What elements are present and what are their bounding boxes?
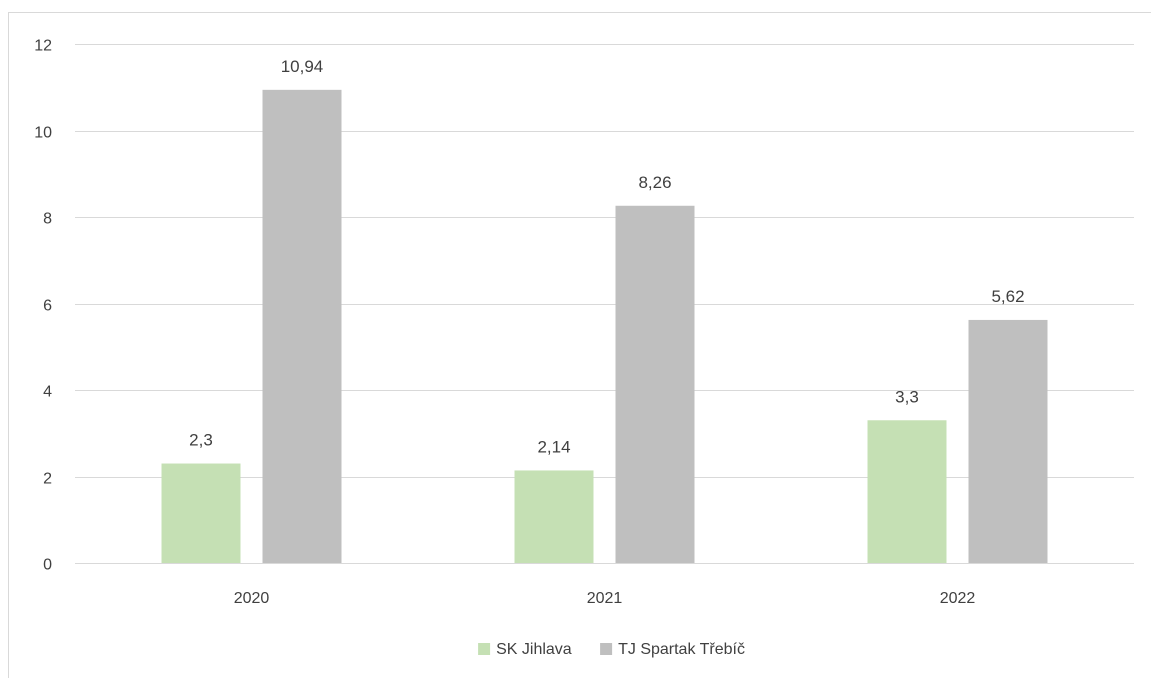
- bars: [161, 89, 1048, 563]
- bar: [262, 89, 342, 563]
- x-tick-label: 2021: [587, 590, 623, 607]
- y-axis-ticks: 0 2 4 6 8 10 12: [34, 38, 52, 574]
- data-labels: 2,3 10,94 2,14 8,26 3,3 5,62: [189, 57, 1024, 457]
- bar: [161, 463, 241, 563]
- data-label: 8,26: [638, 173, 671, 192]
- x-axis-labels: 2020 2021 2022: [234, 590, 976, 607]
- y-tick-label: 10: [34, 125, 52, 142]
- bar: [615, 205, 695, 563]
- bar: [968, 319, 1048, 563]
- bar: [867, 420, 947, 563]
- bar: [514, 470, 594, 563]
- data-label: 2,3: [189, 431, 213, 450]
- data-label: 2,14: [537, 437, 570, 456]
- legend-swatch: [600, 643, 613, 655]
- legend-swatch: [478, 643, 491, 655]
- gridlines: [75, 44, 1134, 564]
- x-tick-label: 2022: [940, 590, 976, 607]
- y-tick-label: 2: [43, 471, 52, 488]
- y-tick-label: 0: [43, 557, 52, 574]
- legend-label: TJ Spartak Třebíč: [618, 641, 745, 658]
- y-tick-label: 12: [34, 38, 52, 55]
- data-label: 10,94: [281, 57, 324, 76]
- x-tick-label: 2020: [234, 590, 270, 607]
- legend: SK Jihlava TJ Spartak Třebíč: [478, 641, 745, 658]
- y-tick-label: 4: [43, 384, 52, 401]
- y-tick-label: 8: [43, 211, 52, 228]
- data-label: 5,62: [991, 287, 1024, 306]
- y-tick-label: 6: [43, 298, 52, 315]
- legend-label: SK Jihlava: [496, 641, 572, 658]
- data-label: 3,3: [895, 387, 919, 406]
- chart-frame: [8, 12, 1151, 678]
